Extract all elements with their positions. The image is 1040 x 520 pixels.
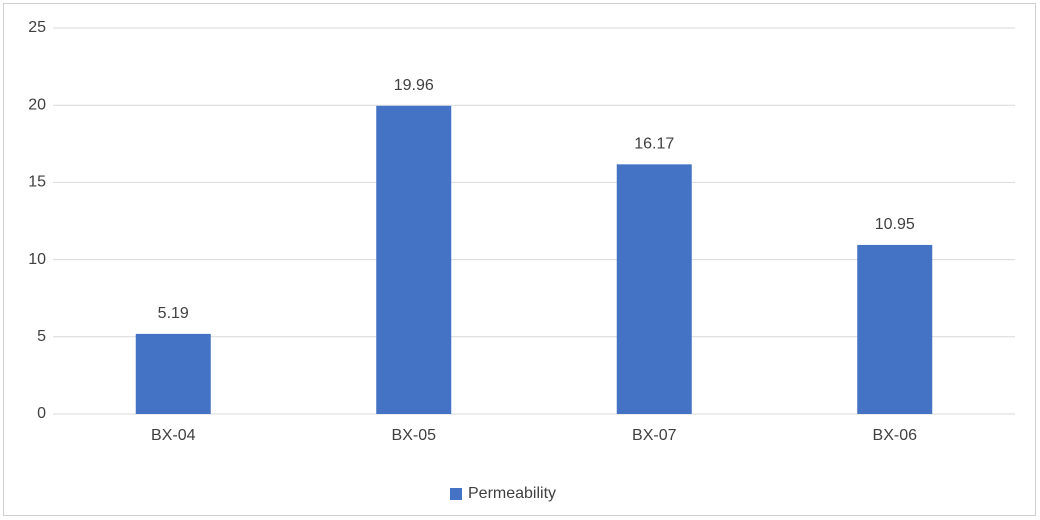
y-tick-label: 15	[28, 174, 46, 191]
bar	[857, 244, 933, 414]
bar	[376, 105, 452, 414]
y-tick-label: 10	[28, 251, 46, 268]
data-label: 10.95	[875, 216, 915, 233]
y-tick-label: 0	[37, 405, 46, 422]
data-label: 19.96	[394, 77, 434, 94]
bar	[135, 333, 211, 414]
legend-swatch	[450, 488, 462, 500]
legend-label: Permeability	[468, 485, 556, 502]
x-tick-label: BX-07	[632, 427, 677, 444]
data-label: 16.17	[634, 136, 674, 153]
y-tick-label: 25	[28, 19, 46, 36]
data-label: 5.19	[158, 305, 189, 322]
x-tick-label: BX-04	[151, 427, 196, 444]
x-tick-label: BX-05	[392, 427, 437, 444]
x-tick-label: BX-06	[873, 427, 918, 444]
bar	[616, 164, 692, 414]
y-tick-label: 5	[37, 328, 46, 345]
y-tick-label: 20	[28, 96, 46, 113]
